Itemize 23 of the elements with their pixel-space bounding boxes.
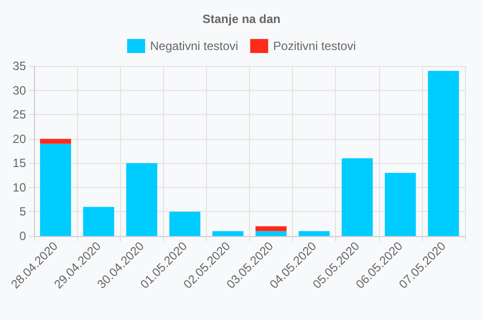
bar xyxy=(83,206,114,236)
bar xyxy=(428,70,459,236)
chart-title: Stanje na dan xyxy=(202,12,281,26)
y-tick-label: 25 xyxy=(12,108,26,122)
y-tick-label: 5 xyxy=(19,204,26,219)
bar xyxy=(212,231,244,236)
y-tick-label: 20 xyxy=(12,132,26,146)
bar xyxy=(384,172,416,236)
bar xyxy=(298,231,330,236)
bar xyxy=(169,212,200,236)
y-tick-label: 0 xyxy=(19,229,26,243)
bar xyxy=(256,231,287,236)
bar xyxy=(342,158,373,236)
y-tick-label: 35 xyxy=(12,59,26,73)
y-tick-label: 15 xyxy=(12,156,26,170)
y-tick-label: 10 xyxy=(12,180,26,194)
legend-label: Negativni testovi xyxy=(150,39,238,53)
bar xyxy=(40,144,72,236)
bar xyxy=(126,163,158,236)
bar xyxy=(40,138,72,144)
y-tick-label: 30 xyxy=(12,83,26,98)
legend-label: Pozitivni testovi xyxy=(273,39,356,53)
bar xyxy=(256,226,287,232)
